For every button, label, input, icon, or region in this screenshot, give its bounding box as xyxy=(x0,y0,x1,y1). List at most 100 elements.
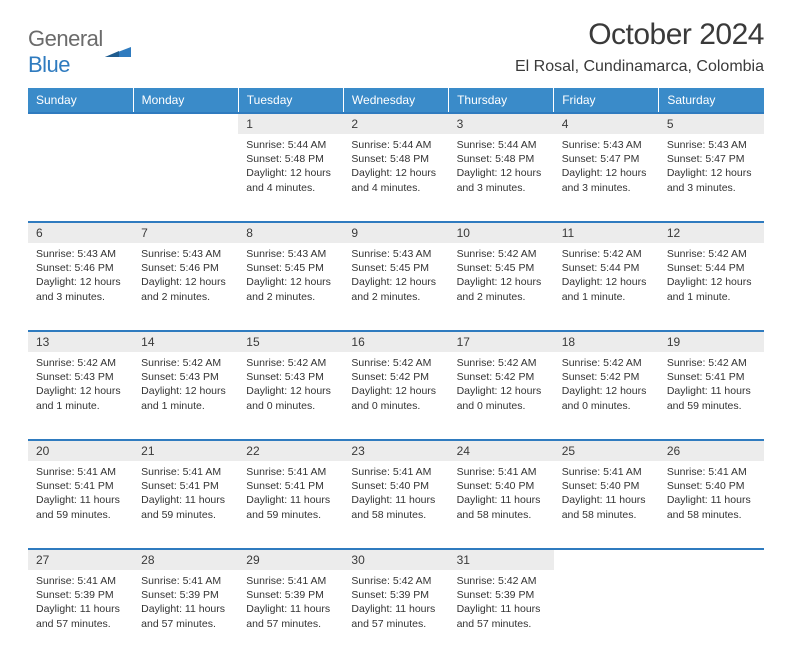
daylight-line: Daylight: 12 hours and 1 minute. xyxy=(36,384,125,412)
day-cell: Sunrise: 5:43 AMSunset: 5:46 PMDaylight:… xyxy=(133,243,238,331)
daylight-line: Daylight: 12 hours and 0 minutes. xyxy=(457,384,546,412)
daylight-line: Daylight: 12 hours and 2 minutes. xyxy=(246,275,335,303)
daylight-line: Daylight: 12 hours and 0 minutes. xyxy=(351,384,440,412)
day-cell: Sunrise: 5:42 AMSunset: 5:43 PMDaylight:… xyxy=(133,352,238,440)
sunset-line: Sunset: 5:40 PM xyxy=(351,479,440,493)
calendar-header: SundayMondayTuesdayWednesdayThursdayFrid… xyxy=(28,88,764,113)
sunset-line: Sunset: 5:40 PM xyxy=(562,479,651,493)
sunrise-line: Sunrise: 5:41 AM xyxy=(457,465,546,479)
daynum-row: 20212223242526 xyxy=(28,440,764,461)
sunrise-line: Sunrise: 5:42 AM xyxy=(36,356,125,370)
sunrise-line: Sunrise: 5:42 AM xyxy=(457,356,546,370)
sunset-line: Sunset: 5:47 PM xyxy=(562,152,651,166)
daylight-line: Daylight: 11 hours and 58 minutes. xyxy=(351,493,440,521)
day-number: 31 xyxy=(449,549,554,570)
day-number: 25 xyxy=(554,440,659,461)
sunset-line: Sunset: 5:44 PM xyxy=(667,261,756,275)
day-cell: Sunrise: 5:42 AMSunset: 5:42 PMDaylight:… xyxy=(554,352,659,440)
daylight-line: Daylight: 12 hours and 1 minute. xyxy=(667,275,756,303)
sunrise-line: Sunrise: 5:42 AM xyxy=(351,356,440,370)
sunrise-line: Sunrise: 5:41 AM xyxy=(246,465,335,479)
empty-cell xyxy=(133,134,238,222)
day-number: 3 xyxy=(449,113,554,134)
day-number: 9 xyxy=(343,222,448,243)
sunrise-line: Sunrise: 5:41 AM xyxy=(36,574,125,588)
title-block: October 2024 El Rosal, Cundinamarca, Col… xyxy=(515,18,764,76)
day-cell: Sunrise: 5:41 AMSunset: 5:39 PMDaylight:… xyxy=(238,570,343,658)
daylight-line: Daylight: 11 hours and 58 minutes. xyxy=(562,493,651,521)
sunrise-line: Sunrise: 5:42 AM xyxy=(667,247,756,261)
daylight-line: Daylight: 11 hours and 57 minutes. xyxy=(351,602,440,630)
day-cell: Sunrise: 5:42 AMSunset: 5:42 PMDaylight:… xyxy=(343,352,448,440)
sunrise-line: Sunrise: 5:43 AM xyxy=(36,247,125,261)
sunset-line: Sunset: 5:48 PM xyxy=(457,152,546,166)
content-row: Sunrise: 5:44 AMSunset: 5:48 PMDaylight:… xyxy=(28,134,764,222)
day-cell: Sunrise: 5:43 AMSunset: 5:46 PMDaylight:… xyxy=(28,243,133,331)
sunset-line: Sunset: 5:41 PM xyxy=(667,370,756,384)
day-number: 20 xyxy=(28,440,133,461)
daylight-line: Daylight: 11 hours and 59 minutes. xyxy=(667,384,756,412)
daylight-line: Daylight: 12 hours and 3 minutes. xyxy=(457,166,546,194)
sunset-line: Sunset: 5:43 PM xyxy=(246,370,335,384)
day-cell: Sunrise: 5:44 AMSunset: 5:48 PMDaylight:… xyxy=(449,134,554,222)
day-cell: Sunrise: 5:43 AMSunset: 5:45 PMDaylight:… xyxy=(238,243,343,331)
content-row: Sunrise: 5:42 AM Sunset: 5:43 PM Daylight:… xyxy=(28,352,764,440)
day-number: 21 xyxy=(133,440,238,461)
day-number: 12 xyxy=(659,222,764,243)
sunset-line: Sunset: 5:46 PM xyxy=(141,261,230,275)
day-number: 8 xyxy=(238,222,343,243)
daylight-line: Daylight: 12 hours and 2 minutes. xyxy=(351,275,440,303)
daylight-line: Daylight: 12 hours and 3 minutes. xyxy=(562,166,651,194)
day-number: 15 xyxy=(238,331,343,352)
sunrise-line: Sunrise: 5:42 AM xyxy=(351,574,440,588)
daylight-line: Daylight: 11 hours and 57 minutes. xyxy=(246,602,335,630)
sunset-line: Sunset: 5:41 PM xyxy=(36,479,125,493)
weekday-header: Tuesday xyxy=(238,88,343,113)
sunrise-line: Sunrise: 5:44 AM xyxy=(457,138,546,152)
day-cell: Sunrise: 5:42 AMSunset: 5:39 PMDaylight:… xyxy=(343,570,448,658)
content-row: Sunrise: 5:41 AMSunset: 5:41 PMDaylight:… xyxy=(28,461,764,549)
day-cell: Sunrise: 5:41 AMSunset: 5:41 PMDaylight:… xyxy=(133,461,238,549)
brand-name: General Blue xyxy=(28,26,103,78)
sunrise-line: Sunrise: 5:42 AM xyxy=(562,356,651,370)
sunset-line: Sunset: 5:39 PM xyxy=(36,588,125,602)
day-number: 22 xyxy=(238,440,343,461)
daynum-row: 2728293031 xyxy=(28,549,764,570)
day-number: 19 xyxy=(659,331,764,352)
sunrise-line: Sunrise: 5:41 AM xyxy=(351,465,440,479)
day-cell: Sunrise: 5:41 AMSunset: 5:39 PMDaylight:… xyxy=(28,570,133,658)
day-cell: Sunrise: 5:42 AMSunset: 5:39 PMDaylight:… xyxy=(449,570,554,658)
day-number: 29 xyxy=(238,549,343,570)
day-cell: Sunrise: 5:41 AMSunset: 5:39 PMDaylight:… xyxy=(133,570,238,658)
daylight-line: Daylight: 12 hours and 0 minutes. xyxy=(562,384,651,412)
sunset-line: Sunset: 5:42 PM xyxy=(562,370,651,384)
daylight-line: Daylight: 11 hours and 57 minutes. xyxy=(457,602,546,630)
sunset-line: Sunset: 5:41 PM xyxy=(141,479,230,493)
sunset-line: Sunset: 5:45 PM xyxy=(457,261,546,275)
content-row: Sunrise: 5:43 AMSunset: 5:46 PMDaylight:… xyxy=(28,243,764,331)
brand-mark-icon xyxy=(105,43,131,61)
day-number: 17 xyxy=(449,331,554,352)
day-cell: Sunrise: 5:41 AMSunset: 5:41 PMDaylight:… xyxy=(238,461,343,549)
sunset-line: Sunset: 5:40 PM xyxy=(457,479,546,493)
sunrise-line: Sunrise: 5:41 AM xyxy=(141,465,230,479)
day-number: 14 xyxy=(133,331,238,352)
sunset-line: Sunset: 5:45 PM xyxy=(351,261,440,275)
day-cell: Sunrise: 5:42 AMSunset: 5:44 PMDaylight:… xyxy=(659,243,764,331)
daylight-line: Daylight: 12 hours and 2 minutes. xyxy=(457,275,546,303)
daynum-row: 6789101112 xyxy=(28,222,764,243)
sunrise-line: Sunrise: 5:42 AM xyxy=(667,356,756,370)
sunrise-line: Sunrise: 5:42 AM xyxy=(457,247,546,261)
day-number: 16 xyxy=(343,331,448,352)
daylight-line: Daylight: 11 hours and 58 minutes. xyxy=(457,493,546,521)
sunset-line: Sunset: 5:46 PM xyxy=(36,261,125,275)
brand-logo: General Blue xyxy=(28,18,131,78)
day-cell: Sunrise: 5:42 AMSunset: 5:42 PMDaylight:… xyxy=(449,352,554,440)
sunset-line: Sunset: 5:44 PM xyxy=(562,261,651,275)
sunrise-line: Sunrise: 5:41 AM xyxy=(562,465,651,479)
day-number: 26 xyxy=(659,440,764,461)
sunset-line: Sunset: 5:43 PM xyxy=(141,370,230,384)
day-number: 30 xyxy=(343,549,448,570)
empty-cell xyxy=(28,113,133,134)
day-cell: Sunrise: 5:42 AMSunset: 5:44 PMDaylight:… xyxy=(554,243,659,331)
